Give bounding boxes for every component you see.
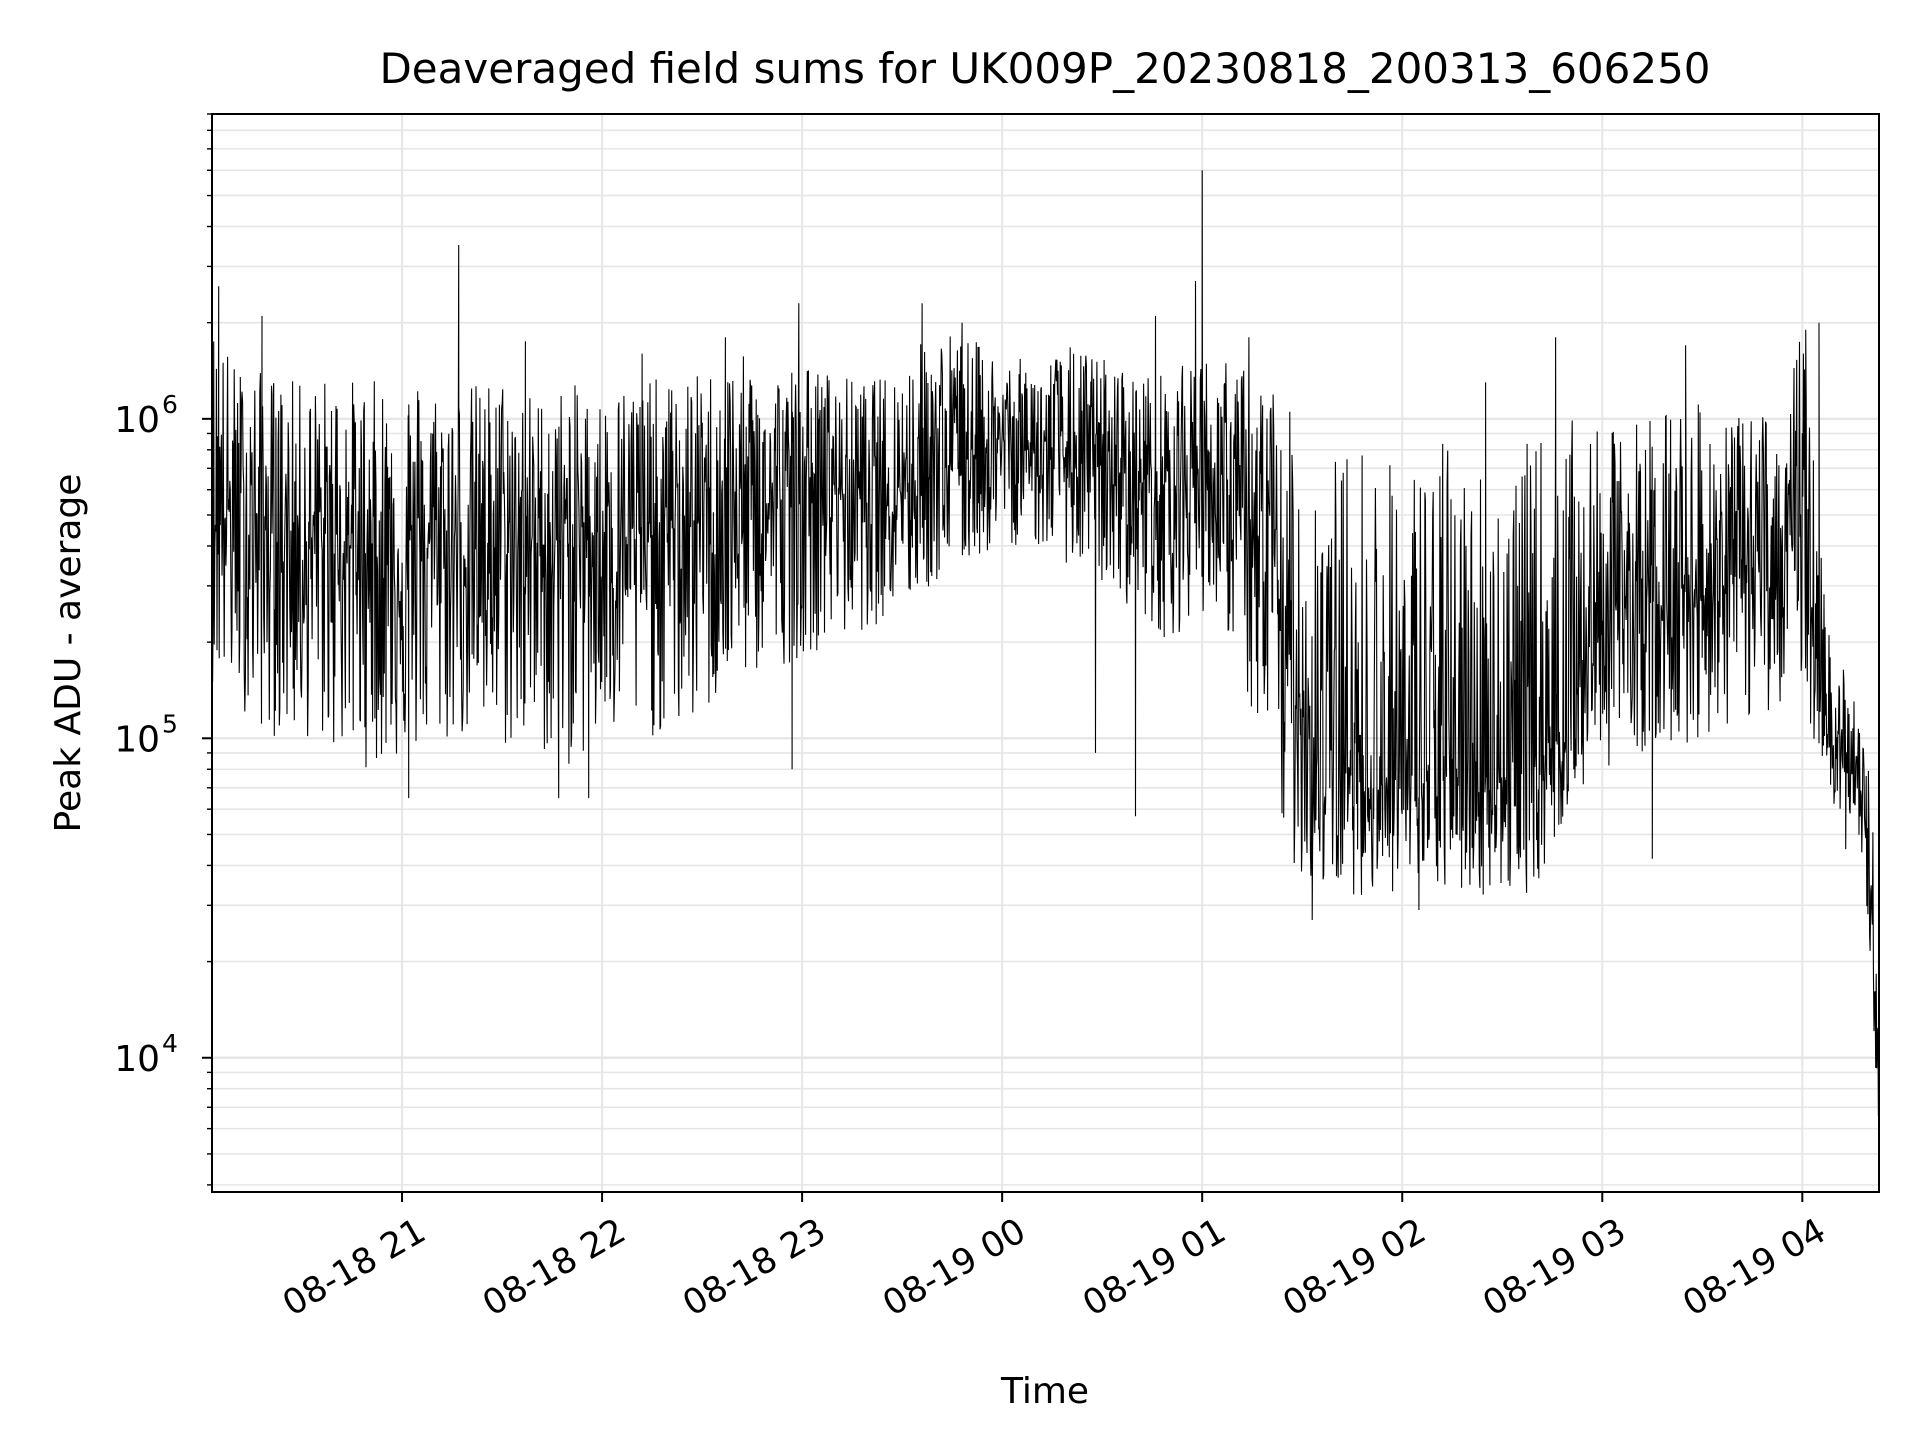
y-tick-label: 10 <box>114 400 160 441</box>
y-tick-exponent: 4 <box>162 1029 178 1058</box>
chart-title: Deaveraged field sums for UK009P_2023081… <box>379 44 1710 93</box>
y-tick-exponent: 6 <box>162 390 178 419</box>
y-tick-label: 10 <box>114 719 160 760</box>
x-axis-label: Time <box>1000 1371 1089 1412</box>
series-line <box>211 170 1880 1116</box>
plot-frame <box>211 113 1880 1193</box>
data-series <box>211 170 1880 1116</box>
y-tick-exponent: 5 <box>162 709 178 738</box>
y-tick-label: 10 <box>114 1039 160 1080</box>
y-axis-label: Peak ADU - average <box>48 474 89 833</box>
grid <box>212 113 1879 1192</box>
